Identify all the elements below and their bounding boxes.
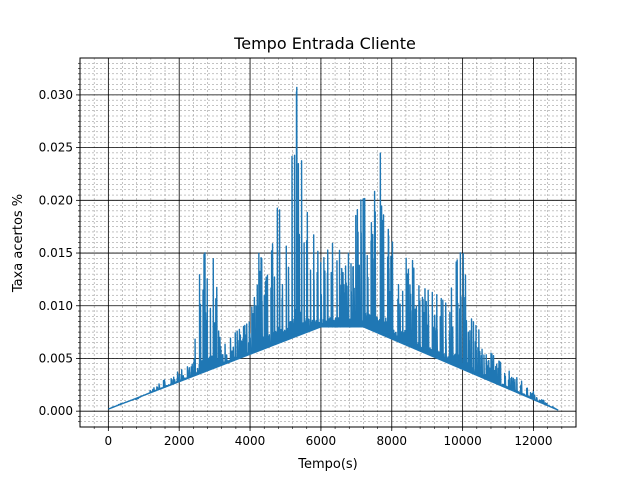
x-axis-label: Tempo(s)	[297, 457, 358, 472]
y-tick-label: 0.010	[39, 299, 73, 313]
x-axis: 0 2000 4000 6000 8000 10000 12000	[105, 427, 553, 448]
y-tick-label: 0.005	[39, 351, 73, 365]
x-tick-label: 0	[105, 434, 113, 448]
x-tick-label: 6000	[306, 434, 337, 448]
series-line	[107, 86, 559, 411]
x-tick-label: 4000	[235, 434, 266, 448]
series-layer	[107, 86, 559, 411]
chart-title: Tempo Entrada Cliente	[233, 34, 416, 53]
y-tick-label: 0.020	[39, 193, 73, 207]
x-tick-label: 8000	[376, 434, 407, 448]
y-axis: 0.000 0.005 0.010 0.015 0.020 0.025 0.030	[39, 88, 80, 418]
x-tick-label: 12000	[514, 434, 552, 448]
y-tick-label: 0.015	[39, 246, 73, 260]
axes-frame	[79, 57, 577, 428]
y-axis-label: Taxa acertos %	[11, 194, 26, 293]
x-tick-label: 10000	[444, 434, 482, 448]
y-tick-label: 0.030	[39, 88, 73, 102]
y-tick-label: 0.025	[39, 141, 73, 155]
y-tick-label: 0.000	[39, 404, 73, 418]
x-tick-label: 2000	[164, 434, 195, 448]
